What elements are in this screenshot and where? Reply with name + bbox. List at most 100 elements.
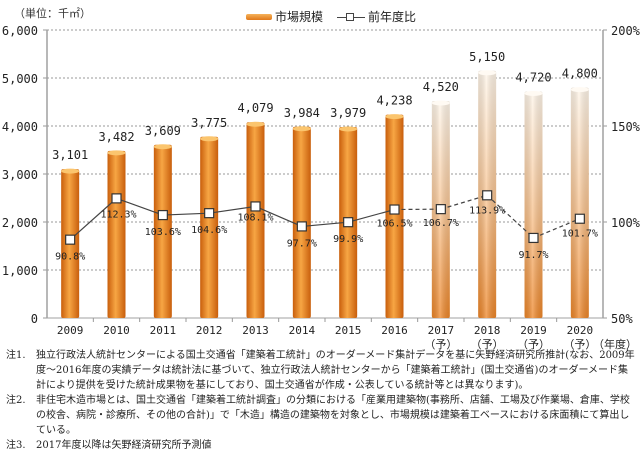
legend-line-swatch (337, 12, 366, 22)
line-marker (296, 221, 307, 232)
x-tick-label: 2009 (57, 324, 84, 337)
y2-tick-label: 200% (611, 24, 640, 38)
note-3: 注3. 2017年度以降は矢野経済研究所予測値 (6, 438, 636, 453)
x-tick-label: 2011 (150, 324, 177, 337)
chart-legend: 市場規模 前年度比 (246, 8, 416, 25)
x-tick-label: （予） (471, 338, 504, 350)
bar-value-label: 3,482 (98, 130, 134, 144)
bar-cap (478, 70, 497, 76)
x-tick-label: 2012 (196, 324, 223, 337)
x-tick-label: 2014 (289, 324, 316, 337)
bar-cap (524, 90, 543, 96)
line-marker (528, 232, 539, 244)
bar-cap (385, 114, 404, 120)
grid-layer (47, 29, 603, 271)
x-tick-label: （予） (563, 338, 596, 350)
bar-value-label: 4,800 (562, 67, 598, 81)
y-tick-label: 0 (31, 312, 38, 326)
bar-value-label: 4,079 (237, 101, 273, 115)
bar-value-label: 3,775 (191, 116, 227, 130)
y-tick-label: 1,000 (2, 264, 38, 278)
legend-line-label: 前年度比 (368, 10, 417, 24)
line-segment (440, 194, 488, 210)
x-tick-label: 2020 (567, 324, 594, 337)
bar-body (107, 150, 126, 318)
y-tick-label: 4,000 (2, 120, 38, 134)
legend-bar-swatch (246, 13, 272, 20)
line-segment (255, 205, 303, 227)
bar-value-label: 3,101 (52, 148, 88, 162)
bar-cap (292, 126, 311, 132)
note-1: 注1. 独立行政法人統計センターによる国土交通省「建築着工統計」のオーダーメード… (6, 348, 636, 393)
bar (385, 114, 404, 319)
bar-cap (339, 126, 358, 132)
bar-value-label: 3,984 (284, 106, 320, 120)
line-value-label: 108.1% (237, 212, 273, 223)
forecast-bar (570, 87, 589, 318)
bar-cap (570, 87, 589, 93)
x-tick-label: 2013 (242, 324, 269, 337)
note-text: 非住宅木造市場とは、国土交通省「建築着工統計調査」の分類における「産業用建築物(… (36, 395, 630, 436)
line-value-label: 106.7% (423, 218, 459, 229)
chart-svg: 0 1,000 2,000 3,000 4,000 5,000 6,000 50% 100% 15… (2, 24, 640, 350)
line-value-label: 106.5% (376, 219, 412, 230)
line-value-label: 90.8% (55, 252, 85, 263)
bar-cap (431, 100, 450, 106)
line-segment (348, 208, 395, 223)
line-marker (435, 204, 446, 215)
line-segment (116, 197, 164, 216)
line-marker (389, 204, 400, 215)
bar-shade (570, 87, 589, 318)
y2-tick-label: 100% (611, 216, 640, 230)
note-label: 注1. (6, 350, 26, 361)
line-value-label: 99.9% (333, 234, 363, 245)
line-layer (65, 190, 585, 245)
note-label: 注3. (6, 440, 26, 451)
line-marker (574, 213, 585, 224)
bar-value-label: 3,609 (145, 124, 181, 138)
bar-body (200, 136, 219, 318)
line-segment (162, 212, 210, 216)
y-tick-label: 6,000 (2, 24, 38, 38)
line-segment (69, 197, 117, 241)
label-layer: 3,101 3,482 3,609 3,775 4,079 3,984 3,979 4,238… (52, 50, 598, 263)
bar-shade (524, 91, 543, 318)
note-2: 注2. 非住宅木造市場とは、国土交通省「建築着工統計調査」の分類における「産業用… (6, 393, 636, 438)
x-tick-label: 2017 (428, 324, 455, 337)
bar (153, 144, 172, 318)
notes: 注1. 独立行政法人統計センターによる国土交通省「建築着工統計」のオーダーメード… (6, 348, 636, 453)
bar (200, 136, 219, 318)
line-value-label: 97.7% (287, 238, 317, 249)
line-marker (157, 209, 168, 221)
x-tick-label: 2019 (520, 324, 547, 337)
unit-label: （単位：千㎡） (14, 7, 91, 20)
y-tick-label: 2,000 (2, 216, 38, 230)
bar (246, 121, 265, 318)
x-axis-label: （年度） (593, 337, 637, 350)
x-tick-label: （予） (517, 338, 550, 350)
note-text: 独立行政法人統計センターによる国土交通省「建築着工統計」のオーダーメード集計デー… (36, 350, 635, 391)
line-value-label: 113.9% (469, 205, 505, 216)
line-marker (111, 193, 122, 204)
line-segment (209, 205, 256, 214)
x-tick-label: 2010 (103, 324, 130, 337)
x-tick-label: （予） (424, 338, 457, 350)
x-tick-label: 2018 (474, 324, 501, 337)
line-marker (65, 234, 76, 245)
x-tick-label: 2016 (381, 324, 408, 337)
bar-value-label: 3,979 (330, 106, 366, 120)
line-value-label: 101.7% (562, 229, 598, 240)
y2-tick-label: 150% (611, 120, 640, 134)
line-value-label: 104.6% (191, 225, 227, 236)
bar-value-label: 4,238 (376, 94, 412, 108)
line-segment (301, 221, 349, 228)
bar-body (153, 144, 172, 318)
bar-cap (107, 150, 126, 156)
forecast-bar (524, 90, 543, 318)
line-segment (486, 194, 534, 239)
bar-cap (153, 144, 172, 150)
y-tick-label: 5,000 (2, 72, 38, 86)
bar-cap (200, 136, 219, 142)
legend-bar-label: 市場規模 (275, 10, 324, 24)
bar-cap (61, 168, 80, 174)
